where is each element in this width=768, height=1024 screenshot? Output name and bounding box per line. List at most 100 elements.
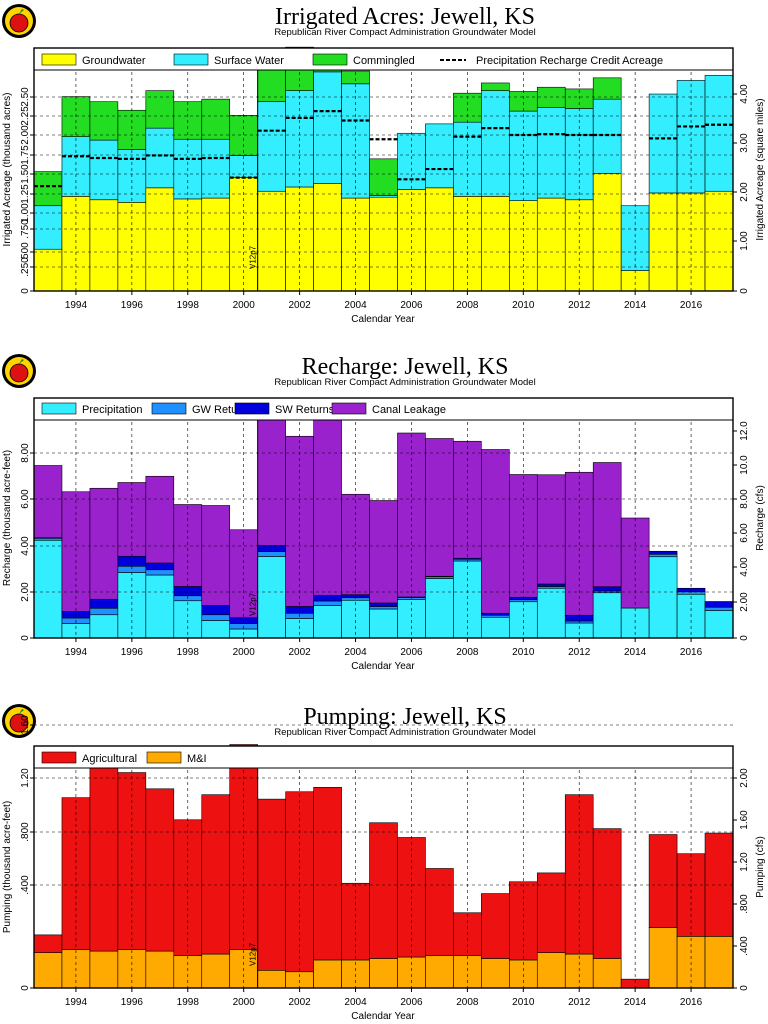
- y-tick-label: .400: [20, 875, 31, 895]
- bar-m-i-1999: [201, 953, 231, 989]
- chart-subtitle: Republican River Compact Administration …: [274, 377, 535, 388]
- bar-precipitation-2012: [564, 622, 594, 639]
- gridlines: [34, 724, 733, 988]
- bar-canal-leakage-1994: [61, 491, 91, 612]
- x-tick-label: 1994: [65, 997, 88, 1008]
- x-tick-label: 2012: [568, 647, 591, 658]
- bar-sw-returns-1997: [145, 562, 175, 571]
- bar-agricultural-2013: [592, 828, 622, 959]
- y2-tick-label: 1.00: [739, 231, 750, 251]
- bar-groundwater-2002: [285, 186, 314, 292]
- y-tick-label: 1.00: [20, 203, 31, 223]
- chart-title: Irrigated Acres: Jewell, KS: [275, 4, 535, 30]
- bar-groundwater-2001: [257, 190, 286, 292]
- bar-canal-leakage-2009: [481, 449, 510, 614]
- y-axis-title: Irrigated Acreage (thousand acres): [2, 93, 13, 247]
- bar-gw-returns-1997: [145, 569, 175, 576]
- version-tag: V12p7: [249, 592, 258, 616]
- bar-groundwater-2015: [648, 192, 678, 292]
- bar-precipitation-2009: [481, 616, 510, 639]
- legend-label: M&I: [187, 753, 207, 765]
- y2-axis-title: Pumping (cfs): [755, 836, 766, 898]
- bar-canal-leakage-2013: [592, 462, 622, 588]
- bar-commingled-2005: [369, 158, 398, 196]
- x-axis-title: Calendar Year: [351, 314, 415, 325]
- legend-swatch: [312, 53, 348, 66]
- y-axis-title: Recharge (thousand acre-feet): [2, 450, 13, 586]
- y-tick-label: 6.00: [20, 489, 31, 509]
- bar-surface-water-1999: [201, 138, 231, 199]
- x-tick-label: 2000: [233, 300, 256, 311]
- y-tick-label: 8.00: [20, 443, 31, 463]
- rrca-logo-icon: [2, 354, 36, 388]
- bar-groundwater-1999: [201, 197, 231, 292]
- y2-tick-label: 6.00: [739, 523, 750, 543]
- bar-sw-returns-2001: [257, 545, 286, 552]
- y2-tick-label: 2.00: [739, 182, 750, 202]
- rrca-logo-icon: [2, 704, 36, 738]
- x-tick-label: 1994: [65, 647, 88, 658]
- bar-canal-leakage-2011: [536, 474, 566, 585]
- y-axis-title: Pumping (thousand acre-feet): [2, 801, 13, 933]
- bar-m-i-2011: [536, 952, 566, 989]
- legend-swatch: [234, 402, 270, 415]
- legend-swatch: [41, 402, 77, 415]
- y2-tick-label: 0: [739, 985, 750, 991]
- x-tick-label: 1998: [177, 647, 200, 658]
- bar-groundwater-2011: [536, 197, 566, 292]
- bar-precipitation-2013: [592, 592, 622, 639]
- bar-m-i-2006: [397, 956, 426, 989]
- y2-tick-label: 0: [739, 635, 750, 641]
- x-tick-label: 2012: [568, 300, 591, 311]
- y-tick-label: 0: [20, 635, 31, 641]
- bar-agricultural-1997: [145, 788, 175, 952]
- gridlines: [34, 48, 733, 291]
- bar-sw-returns-1999: [201, 605, 231, 616]
- bar-commingled-2004: [341, 70, 370, 85]
- bar-m-i-2005: [369, 958, 398, 989]
- bar-surface-water-2003: [313, 71, 342, 184]
- legend-label: Commingled: [353, 55, 415, 67]
- x-tick-label: 2014: [624, 997, 647, 1008]
- x-axis-title: Calendar Year: [351, 661, 415, 672]
- x-tick-label: 2014: [624, 300, 647, 311]
- y-tick-label: 1.50: [20, 164, 31, 184]
- bar-surface-water-2017: [704, 74, 734, 192]
- bar-commingled-1999: [201, 98, 231, 140]
- y-tick-label: .750: [20, 219, 31, 239]
- bar-canal-leakage-1999: [201, 505, 231, 606]
- x-tick-label: 1996: [121, 647, 144, 658]
- bar-m-i-1995: [89, 950, 119, 989]
- bar-surface-water-1993: [33, 205, 63, 250]
- x-tick-label: 2008: [456, 997, 479, 1008]
- bar-surface-water-2012: [564, 108, 594, 201]
- bar-groundwater-2005: [369, 196, 398, 292]
- x-tick-label: 2016: [680, 300, 703, 311]
- bar-m-i-2001: [257, 969, 286, 989]
- bar-precipitation-1997: [145, 574, 175, 639]
- bar-agricultural-2009: [481, 893, 510, 959]
- bar-commingled-2009: [481, 82, 510, 91]
- bar-agricultural-1995: [89, 767, 119, 952]
- bar-agricultural-1998: [173, 819, 203, 956]
- chart-title: Pumping: Jewell, KS: [303, 704, 506, 730]
- bar-precipitation-2017: [704, 610, 734, 639]
- bar-m-i-2015: [648, 927, 678, 989]
- bar-groundwater-2014: [620, 270, 650, 292]
- bar-precipitation-1994: [61, 623, 91, 639]
- bar-groundwater-2007: [425, 187, 454, 292]
- bar-m-i-2009: [481, 958, 510, 989]
- y-tick-label: 2.00: [20, 582, 31, 602]
- bar-commingled-2013: [592, 77, 622, 100]
- x-tick-label: 1994: [65, 300, 88, 311]
- chart-subtitle: Republican River Compact Administration …: [274, 727, 535, 738]
- bar-surface-water-2009: [481, 90, 510, 197]
- bar-canal-leakage-2001: [257, 412, 286, 546]
- bar-gw-returns-1999: [201, 614, 231, 621]
- legend-label: Precipitation Recharge Credit Acreage: [476, 55, 663, 67]
- bar-canal-leakage-2003: [313, 419, 342, 596]
- chart-title: Recharge: Jewell, KS: [302, 354, 509, 380]
- legend-swatch: [146, 751, 182, 764]
- bar-m-i-1997: [145, 950, 175, 989]
- bar-precipitation-2015: [648, 556, 678, 639]
